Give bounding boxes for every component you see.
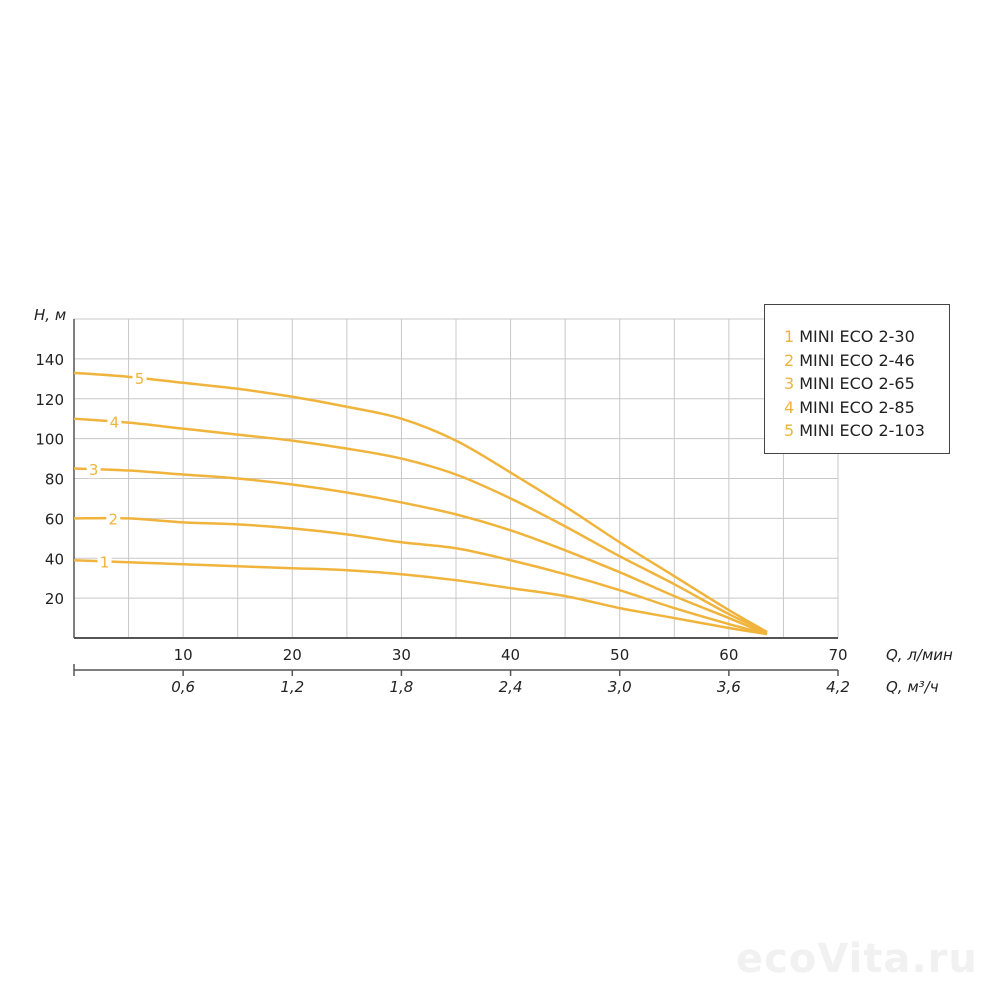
y-tick-label: 120 bbox=[35, 391, 64, 409]
y-tick-label: 80 bbox=[45, 471, 64, 489]
legend-label: MINI ECO 2-65 bbox=[799, 374, 915, 393]
axes bbox=[73, 319, 839, 676]
curve-label-5: 5 bbox=[135, 370, 145, 388]
x2-tick-label: 1,8 bbox=[389, 678, 413, 696]
watermark: ecoVita.ru bbox=[736, 936, 978, 982]
tick-labels: 10 0,6 20 1,2 30 1,8 40 2,4 50 3,0 60 3,6 70 4,2 20 40 6… bbox=[35, 351, 850, 696]
legend: 1 MINI ECO 2-30 2 MINI ECO 2-46 3 MINI ECO 2-… bbox=[764, 304, 950, 454]
curve-label-bg bbox=[107, 412, 122, 431]
y-tick-label: 100 bbox=[35, 431, 64, 449]
curve-label-bg bbox=[132, 369, 147, 388]
curve-label-3: 3 bbox=[89, 461, 99, 479]
x2-tick-label: 3,6 bbox=[717, 678, 741, 696]
x-tick-label: 70 bbox=[828, 646, 847, 664]
legend-item: 5 MINI ECO 2-103 bbox=[784, 419, 949, 443]
curves: 1 2 3 4 5 bbox=[73, 369, 768, 636]
legend-label: MINI ECO 2-103 bbox=[799, 421, 925, 440]
legend-item: 2 MINI ECO 2-46 bbox=[784, 349, 949, 373]
curve-1 bbox=[73, 558, 768, 636]
curve-label-bg bbox=[86, 460, 101, 479]
legend-number: 1 bbox=[784, 327, 795, 346]
x-tick-label: 10 bbox=[174, 646, 193, 664]
curve-label-bg bbox=[106, 509, 121, 528]
curve-label-2: 2 bbox=[109, 510, 119, 528]
curve-5 bbox=[73, 371, 768, 634]
x2-tick-label: 1,2 bbox=[280, 678, 304, 696]
x2-tick-label: 4,2 bbox=[826, 678, 850, 696]
legend-number: 2 bbox=[784, 350, 795, 370]
x-tick-label: 40 bbox=[501, 646, 520, 664]
curve-2 bbox=[73, 516, 768, 636]
legend-item: 1 MINI ECO 2-30 bbox=[784, 325, 949, 349]
curve-label-bg bbox=[97, 552, 112, 571]
legend-item: 3 MINI ECO 2-65 bbox=[784, 372, 949, 396]
curve-label-4: 4 bbox=[110, 414, 120, 432]
legend-number: 4 bbox=[784, 397, 795, 417]
x-tick-label: 30 bbox=[392, 646, 411, 664]
x-tick-label: 20 bbox=[283, 646, 302, 664]
curve-label-1: 1 bbox=[100, 553, 110, 571]
legend-label: MINI ECO 2-85 bbox=[799, 397, 915, 417]
x2-tick-label: 3,0 bbox=[608, 678, 632, 696]
x2-tick-label: 0,6 bbox=[171, 678, 195, 696]
y-tick-label: 60 bbox=[45, 510, 64, 528]
y-tick-label: 40 bbox=[45, 550, 64, 568]
legend-label: MINI ECO 2-30 bbox=[799, 327, 915, 346]
y-axis-label: H, м bbox=[34, 306, 66, 324]
grid bbox=[74, 318, 839, 638]
x2-tick-label: 2,4 bbox=[499, 678, 523, 696]
curve-4 bbox=[73, 417, 768, 634]
curve-3 bbox=[73, 467, 768, 636]
x-tick-label: 60 bbox=[719, 646, 738, 664]
x-tick-label: 50 bbox=[610, 646, 629, 664]
y-tick-label: 20 bbox=[45, 590, 64, 608]
x-axis-label: Q, л/мин bbox=[886, 646, 953, 664]
x2-axis-label: Q, м³/ч bbox=[886, 678, 939, 696]
legend-number: 3 bbox=[784, 374, 795, 393]
y-tick-label: 140 bbox=[35, 351, 64, 369]
legend-label: MINI ECO 2-46 bbox=[799, 350, 915, 370]
legend-number: 5 bbox=[784, 421, 795, 440]
legend-item: 4 MINI ECO 2-85 bbox=[784, 396, 949, 420]
